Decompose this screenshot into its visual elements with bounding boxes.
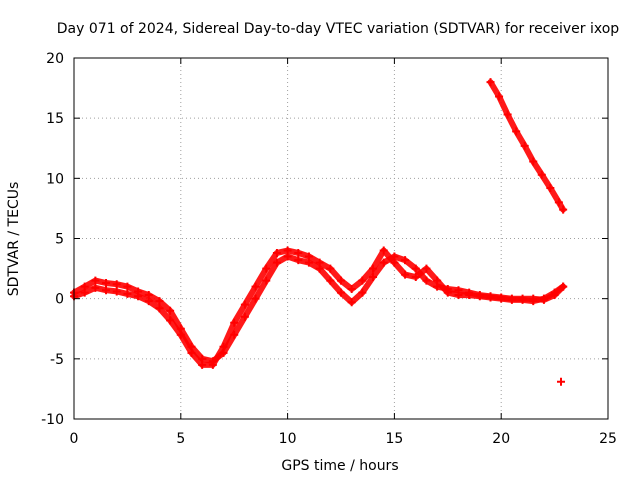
x-tick-label: 0 [70, 431, 79, 447]
x-tick-label: 10 [279, 431, 297, 447]
y-tick-label: 10 [46, 171, 64, 187]
series [486, 78, 568, 214]
axis-tick-labels: 0 5 10 15 20 25 -10 -5 0 5 10 15 20 [41, 51, 617, 447]
chart-title: Day 071 of 2024, Sidereal Day-to-day VTE… [57, 21, 620, 37]
series [557, 377, 566, 386]
series [70, 246, 568, 369]
y-tick-label: 0 [55, 292, 64, 308]
y-tick-label: -10 [41, 412, 64, 428]
series-trace [487, 79, 567, 213]
y-tick-label: 15 [46, 111, 64, 127]
x-axis-title: GPS time / hours [281, 458, 398, 474]
y-tick-label: -5 [50, 352, 64, 368]
x-tick-label: 15 [385, 431, 403, 447]
x-tick-label: 20 [492, 431, 510, 447]
y-tick-label: 20 [46, 51, 64, 67]
series-trace [71, 247, 567, 368]
data-points [70, 78, 568, 386]
axis-ticks [73, 57, 609, 420]
y-axis-title: SDTVAR / TECUs [6, 182, 22, 297]
x-tick-label: 5 [176, 431, 185, 447]
data-point [557, 377, 566, 386]
y-tick-label: 5 [55, 232, 64, 248]
x-tick-label: 25 [599, 431, 617, 447]
